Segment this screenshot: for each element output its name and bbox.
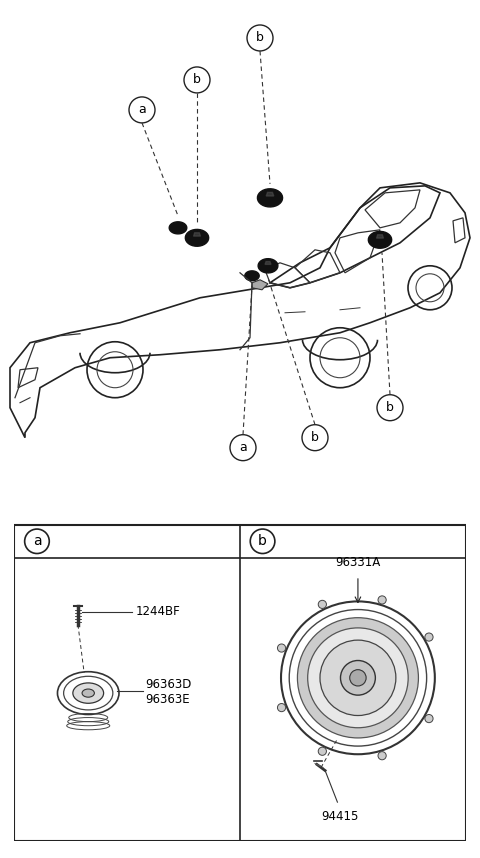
Text: 96363D: 96363D <box>145 679 192 692</box>
Text: b: b <box>386 402 394 414</box>
Text: a: a <box>239 441 247 454</box>
Polygon shape <box>185 229 209 246</box>
Circle shape <box>318 747 326 755</box>
Circle shape <box>298 618 419 738</box>
Circle shape <box>340 661 375 695</box>
Polygon shape <box>258 258 278 273</box>
Polygon shape <box>193 233 201 236</box>
Polygon shape <box>368 232 392 248</box>
Text: b: b <box>256 32 264 45</box>
Polygon shape <box>252 280 268 290</box>
Text: a: a <box>33 535 41 548</box>
Circle shape <box>318 601 326 608</box>
Ellipse shape <box>82 689 95 698</box>
Text: b: b <box>311 432 319 444</box>
Polygon shape <box>266 192 274 196</box>
Polygon shape <box>169 222 187 234</box>
Text: 94415: 94415 <box>321 810 358 824</box>
Circle shape <box>378 752 386 760</box>
Circle shape <box>320 640 396 716</box>
Ellipse shape <box>73 683 104 704</box>
Text: b: b <box>258 535 267 548</box>
Circle shape <box>308 628 408 728</box>
Polygon shape <box>257 189 283 207</box>
Circle shape <box>425 633 433 641</box>
Polygon shape <box>245 271 259 281</box>
Text: a: a <box>138 104 146 117</box>
Polygon shape <box>376 235 384 239</box>
Circle shape <box>350 669 366 686</box>
Circle shape <box>425 715 433 722</box>
Circle shape <box>277 644 286 652</box>
Text: 96331A: 96331A <box>336 556 381 569</box>
Text: b: b <box>193 74 201 87</box>
Polygon shape <box>265 262 271 264</box>
Circle shape <box>378 595 386 604</box>
Text: 96363E: 96363E <box>145 692 190 706</box>
Text: 1244BF: 1244BF <box>135 605 180 618</box>
Circle shape <box>277 704 286 711</box>
